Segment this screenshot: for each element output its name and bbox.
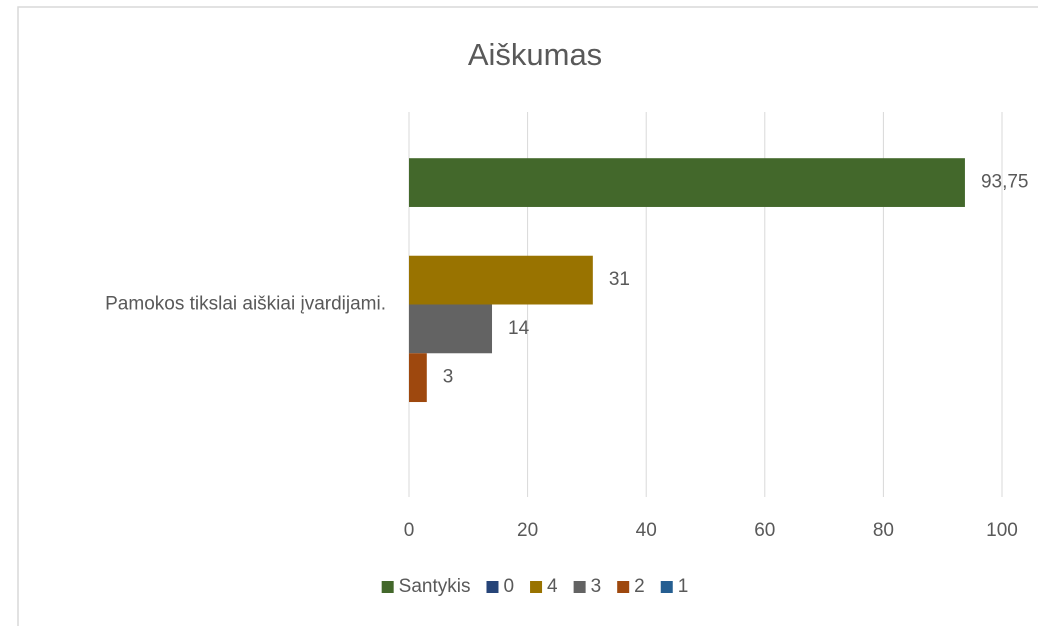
data-label: 14 xyxy=(508,318,530,339)
x-tick-label: 80 xyxy=(873,520,894,541)
legend-label: 1 xyxy=(678,576,689,597)
data-label: 93,75 xyxy=(981,172,1029,193)
chart-title: Aiškumas xyxy=(468,37,602,72)
x-tick-label: 40 xyxy=(636,520,657,541)
x-tick-label: 0 xyxy=(404,520,415,541)
legend-label: 2 xyxy=(634,576,645,597)
bar xyxy=(409,304,493,354)
bar xyxy=(409,158,965,207)
legend-label: 4 xyxy=(547,576,558,597)
legend-swatch xyxy=(381,581,394,593)
legend-swatch xyxy=(486,581,499,593)
y-tick-label: Pamokos tikslai aiškiai įvardijami. xyxy=(105,294,386,315)
legend-label: 0 xyxy=(503,576,514,597)
legend-label: Santykis xyxy=(399,576,471,597)
x-tick-label: 60 xyxy=(754,520,775,541)
data-label: 31 xyxy=(609,269,630,290)
legend-label: 3 xyxy=(591,576,602,597)
bar xyxy=(409,255,593,305)
legend-swatch xyxy=(660,581,673,593)
legend-swatch xyxy=(617,581,630,593)
data-label: 3 xyxy=(443,367,454,388)
x-tick-label: 20 xyxy=(517,520,538,541)
legend-swatch xyxy=(573,581,586,593)
x-tick-label: 100 xyxy=(986,520,1018,541)
legend-swatch xyxy=(530,581,543,593)
bar xyxy=(409,353,427,403)
